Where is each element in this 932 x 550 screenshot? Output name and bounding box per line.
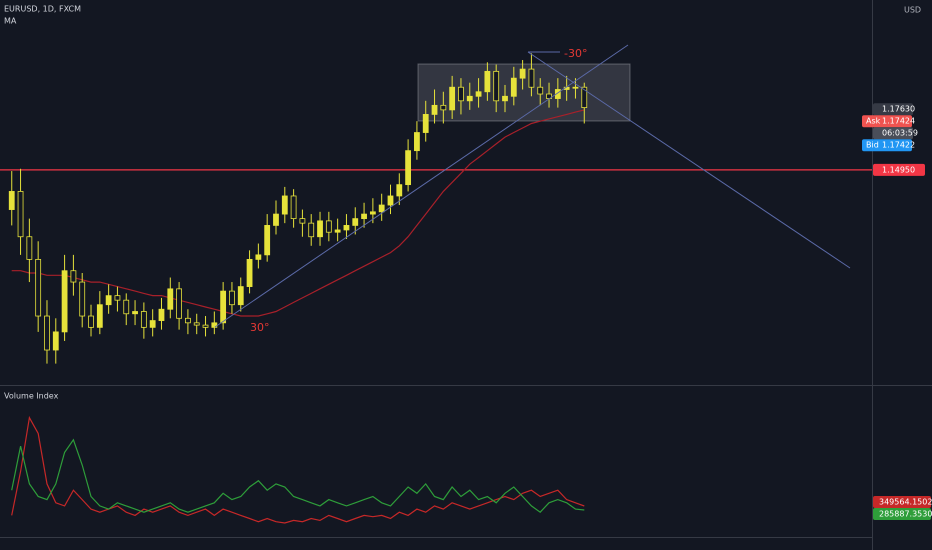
price-label: 1.17424	[882, 117, 915, 126]
candle-body	[52, 331, 59, 351]
candle-body	[8, 191, 15, 210]
candle-body	[405, 150, 412, 186]
last-value-label: 285887.35305	[879, 509, 932, 518]
line-series	[11, 109, 585, 317]
candle-body	[229, 290, 235, 306]
currency-label: USD	[904, 6, 921, 15]
line-series	[11, 438, 585, 513]
candle-body	[475, 91, 482, 97]
candle-body	[352, 218, 359, 226]
candle-body	[105, 295, 112, 306]
candle-body	[431, 104, 438, 115]
price-label-bg	[873, 127, 913, 140]
candle-body	[449, 86, 456, 111]
symbol-title: EURUSD, 1D, FXCM	[4, 5, 81, 14]
candle-body	[211, 322, 218, 328]
candle-body	[537, 86, 544, 95]
candle-body	[132, 311, 138, 315]
annotation: -30°	[564, 47, 587, 60]
candle-body	[519, 68, 526, 79]
candle-body	[193, 322, 200, 326]
candle-body	[343, 225, 350, 231]
candle-body	[44, 315, 50, 351]
marks	[0, 53, 872, 524]
price-label-bg	[873, 103, 913, 116]
level-label: 1.14950	[882, 165, 915, 174]
candle-body	[572, 86, 579, 89]
candle-body	[466, 95, 473, 102]
candle-body	[79, 281, 86, 317]
candle-body	[273, 213, 279, 226]
candle-body	[484, 70, 491, 93]
candle-body	[167, 288, 174, 310]
candle-body	[70, 270, 77, 283]
indicator-legend: MA	[4, 17, 17, 26]
candle-body	[290, 195, 297, 220]
candle-body	[61, 270, 68, 333]
candle-body	[237, 286, 244, 306]
candle-body	[493, 70, 500, 102]
candle-body	[281, 195, 288, 215]
candle-body	[26, 236, 33, 260]
candle-body	[114, 295, 121, 301]
candle-body	[88, 315, 94, 328]
candle-body	[140, 311, 147, 328]
candle-body	[176, 288, 182, 319]
price-label: 06:03:59	[882, 129, 918, 138]
candle-body	[414, 132, 420, 152]
candle-body	[220, 290, 227, 324]
trend-line	[527, 51, 851, 269]
candle-body	[581, 86, 588, 109]
candle-body	[255, 254, 262, 260]
candle-body	[308, 222, 315, 238]
candle-body	[123, 299, 130, 315]
candle-body	[396, 184, 403, 197]
line-series	[11, 415, 585, 524]
candle-body	[246, 258, 253, 287]
candle-body	[334, 229, 341, 233]
last-value-bg	[873, 495, 931, 508]
price-label: 1.17630	[882, 105, 915, 114]
candle-body	[96, 304, 103, 328]
candle-body	[361, 213, 367, 220]
volume-legend: Volume Index	[4, 392, 59, 401]
price-label: 1.17422	[882, 141, 915, 150]
candle-body	[369, 211, 376, 215]
candle-body	[325, 220, 332, 233]
candle-body	[378, 204, 385, 213]
last-value-bg	[873, 507, 931, 520]
candle-body	[502, 95, 508, 102]
price-label-name: Bid	[866, 141, 879, 150]
candle-body	[317, 220, 323, 238]
candle-body	[510, 77, 517, 97]
candle-body	[387, 195, 394, 206]
price-label-bg	[862, 139, 912, 152]
candle-body	[264, 225, 271, 256]
candle-body	[440, 104, 447, 111]
candle-body	[458, 86, 464, 102]
price-label-bg	[862, 115, 912, 128]
candle-body	[158, 308, 165, 321]
candle-body	[528, 68, 535, 88]
candle-body	[149, 320, 156, 328]
candle-body	[422, 114, 429, 133]
annotation: 30°	[250, 321, 270, 334]
candle-body	[185, 317, 191, 324]
candle-body	[202, 324, 209, 328]
candle-body	[17, 191, 24, 238]
candle-body	[35, 258, 42, 317]
candle-body	[299, 218, 306, 224]
level-label-bg	[873, 163, 925, 176]
price-label-name: Ask	[866, 117, 881, 126]
trend-line	[214, 44, 629, 328]
last-value-label: 349564.15022	[879, 497, 932, 506]
